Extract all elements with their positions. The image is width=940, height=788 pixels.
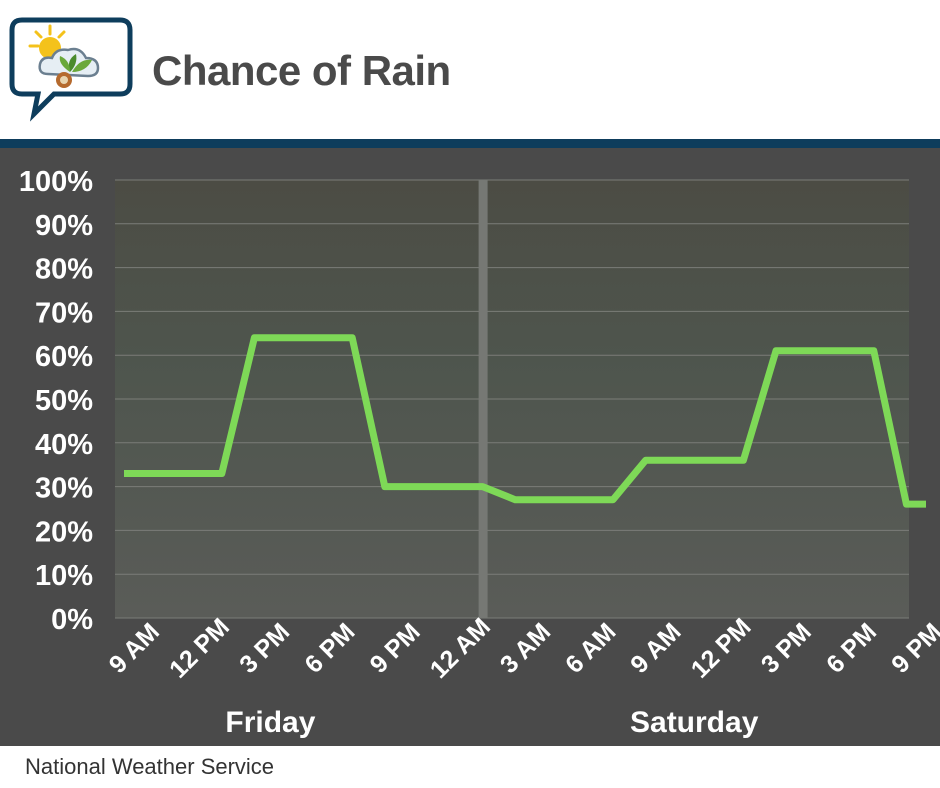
- x-tick-label: 6 AM: [560, 618, 621, 679]
- x-tick-label: 9 AM: [104, 618, 165, 679]
- x-tick-label: 12 AM: [425, 613, 496, 684]
- day-labels: Friday Saturday: [225, 706, 758, 739]
- y-tick-label: 90%: [35, 210, 93, 242]
- day-label: Saturday: [630, 706, 759, 739]
- x-tick-label: 3 PM: [756, 618, 817, 679]
- page-title: Chance of Rain: [152, 47, 451, 94]
- x-tick-label: 9 AM: [625, 618, 686, 679]
- y-axis-labels: 0% 10% 20% 30% 40% 50% 60% 70% 80% 90% 100%: [19, 166, 93, 636]
- weather-bubble-icon: [9, 17, 133, 122]
- y-tick-label: 20%: [35, 516, 93, 548]
- x-tick-label: 3 PM: [234, 618, 295, 679]
- y-tick-label: 0%: [51, 604, 93, 636]
- x-tick-label: 3 AM: [495, 618, 556, 679]
- day-divider: [478, 180, 488, 618]
- y-tick-label: 30%: [35, 473, 93, 505]
- y-tick-label: 10%: [35, 560, 93, 592]
- y-tick-label: 80%: [35, 254, 93, 286]
- y-tick-label: 70%: [35, 297, 93, 329]
- y-tick-label: 40%: [35, 429, 93, 461]
- x-tick-label: 6 PM: [821, 618, 882, 679]
- y-tick-label: 100%: [19, 166, 93, 198]
- x-tick-label: 12 PM: [686, 613, 757, 684]
- day-divider-bar: [478, 180, 488, 618]
- header: Chance of Rain: [0, 0, 940, 140]
- x-tick-label: 12 PM: [164, 613, 235, 684]
- header-divider: [0, 139, 940, 148]
- y-tick-label: 50%: [35, 385, 93, 417]
- source-credit: National Weather Service: [25, 754, 275, 779]
- x-axis-labels: 9 AM 12 PM 3 PM 6 PM 9 PM 12 AM3 AM 6 AM 9 AM 12…: [104, 613, 940, 684]
- x-tick-label: 9 PM: [365, 618, 426, 679]
- rain-chance-chart: 0%10%20%30%40%50%60%70%80%90%100% 9 AM 12…: [19, 166, 940, 739]
- y-tick-label: 60%: [35, 341, 93, 373]
- series-line: [124, 334, 926, 508]
- x-tick-label: 9 PM: [886, 618, 940, 679]
- x-tick-label: 6 PM: [299, 618, 360, 679]
- day-label: Friday: [225, 706, 315, 739]
- series-line-path: [124, 334, 926, 508]
